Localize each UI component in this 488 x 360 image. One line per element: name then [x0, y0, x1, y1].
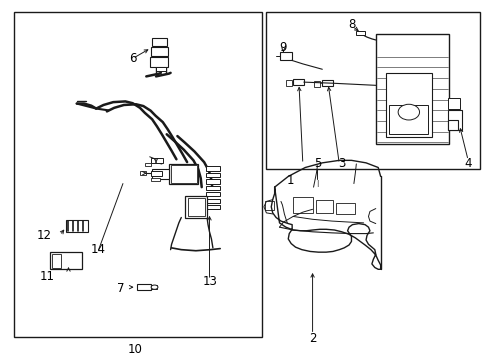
- Bar: [356, 31, 365, 35]
- Bar: [14, 12, 261, 337]
- Bar: [375, 33, 448, 144]
- Bar: [151, 178, 160, 181]
- Bar: [152, 169, 169, 179]
- Text: 13: 13: [203, 275, 218, 288]
- Text: 14: 14: [91, 243, 106, 256]
- Bar: [151, 158, 163, 163]
- Text: 3: 3: [337, 157, 345, 170]
- Bar: [170, 165, 197, 183]
- Bar: [205, 166, 220, 171]
- Bar: [205, 192, 220, 197]
- Bar: [279, 53, 291, 60]
- Bar: [136, 284, 151, 290]
- Bar: [266, 12, 479, 169]
- Text: 10: 10: [127, 343, 142, 356]
- Bar: [151, 47, 167, 56]
- Bar: [156, 67, 165, 71]
- Bar: [264, 202, 273, 210]
- Text: 7: 7: [117, 283, 124, 296]
- Text: 6: 6: [129, 52, 136, 65]
- Circle shape: [397, 104, 419, 120]
- Bar: [151, 285, 157, 289]
- Bar: [316, 201, 333, 213]
- Text: |: |: [316, 180, 318, 187]
- Bar: [322, 80, 332, 86]
- Ellipse shape: [151, 285, 158, 289]
- Bar: [447, 111, 461, 130]
- Text: 11: 11: [40, 270, 55, 283]
- Bar: [52, 254, 61, 267]
- Bar: [335, 203, 355, 214]
- Bar: [292, 197, 312, 213]
- Bar: [285, 80, 291, 86]
- Text: 1: 1: [286, 174, 294, 186]
- Bar: [205, 186, 220, 190]
- Text: 9: 9: [279, 41, 286, 54]
- Bar: [152, 38, 166, 46]
- Bar: [185, 196, 206, 217]
- Bar: [313, 81, 319, 87]
- Text: 5: 5: [313, 157, 321, 170]
- Text: 12: 12: [37, 229, 52, 242]
- Bar: [151, 171, 162, 176]
- Bar: [66, 220, 88, 232]
- Bar: [205, 173, 220, 177]
- Bar: [447, 120, 458, 130]
- Text: 4: 4: [464, 157, 471, 170]
- Bar: [149, 57, 168, 67]
- Bar: [50, 252, 81, 269]
- Text: 2: 2: [308, 333, 316, 346]
- Bar: [205, 179, 220, 184]
- Bar: [385, 73, 431, 137]
- Bar: [205, 205, 220, 209]
- Bar: [169, 164, 198, 184]
- Bar: [388, 105, 427, 134]
- Bar: [292, 79, 303, 85]
- Text: 8: 8: [347, 18, 354, 31]
- Bar: [140, 171, 145, 175]
- Bar: [187, 198, 204, 216]
- Bar: [447, 98, 459, 109]
- Bar: [205, 199, 220, 203]
- Bar: [145, 163, 151, 166]
